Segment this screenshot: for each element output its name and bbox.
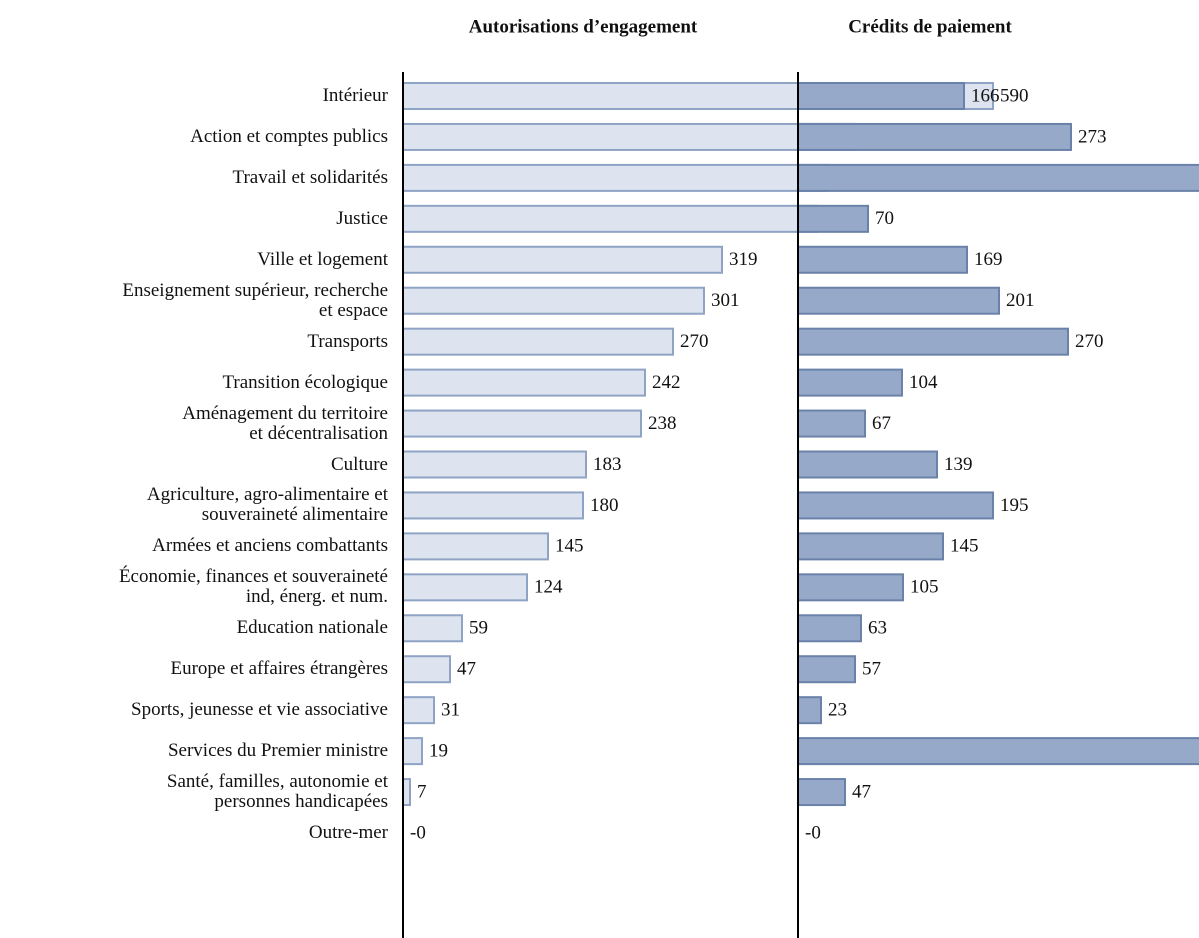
bar <box>402 327 674 356</box>
bar <box>402 450 587 479</box>
value-label: -0 <box>805 822 821 843</box>
value-label: 105 <box>910 577 939 598</box>
bar <box>402 409 642 438</box>
value-label: 180 <box>590 495 619 516</box>
bar <box>797 573 904 602</box>
bar <box>797 327 1069 356</box>
value-label: 270 <box>1075 331 1104 352</box>
bar <box>402 163 830 192</box>
value-label: 169 <box>974 249 1003 270</box>
bar <box>797 696 822 725</box>
category-label: Intérieur <box>322 85 388 106</box>
category-label: Services du Premier ministre <box>167 740 388 762</box>
value-label: 270 <box>680 331 709 352</box>
category-label: Outre-mer <box>308 822 388 843</box>
category-label: Sports, jeunesse et vie associative <box>131 699 388 721</box>
value-label: 47 <box>852 781 871 802</box>
value-label: 590 <box>1000 85 1029 106</box>
value-label: 70 <box>875 208 894 229</box>
value-label: 145 <box>950 536 979 557</box>
bar <box>402 286 705 315</box>
category-label: Transports <box>307 330 388 352</box>
legend-title: Autorisations d’engagement <box>469 16 698 37</box>
value-label: 201 <box>1006 290 1035 311</box>
value-label: 19 <box>429 740 448 761</box>
value-label: 139 <box>944 454 973 475</box>
value-label: 183 <box>593 454 622 475</box>
bar <box>797 82 965 110</box>
bar <box>402 778 411 807</box>
category-label: Aménagement du territoire et décentralis… <box>182 402 388 444</box>
bar <box>402 122 856 151</box>
value-label: 242 <box>652 372 681 393</box>
bar <box>402 573 528 602</box>
category-label: Education nationale <box>236 617 388 639</box>
value-label: 238 <box>648 413 677 434</box>
bar <box>402 655 451 684</box>
bar <box>797 286 1000 315</box>
value-label: 195 <box>1000 495 1029 516</box>
value-label: 59 <box>469 618 488 639</box>
value-label: 47 <box>457 659 476 680</box>
value-label: 319 <box>729 249 758 270</box>
category-label: Travail et solidarités <box>232 166 389 188</box>
category-label: Action et comptes publics <box>190 125 388 147</box>
bar <box>402 204 818 233</box>
bar <box>797 409 866 438</box>
value-label: 7 <box>417 781 427 802</box>
bar <box>797 368 903 397</box>
category-label: Ville et logement <box>257 248 388 270</box>
value-label: 31 <box>441 700 460 721</box>
bar <box>797 122 1072 151</box>
category-label: Transition écologique <box>222 371 388 393</box>
category-label: Europe et affaires étrangères <box>170 658 389 680</box>
category-label: Armées et anciens combattants <box>152 535 388 557</box>
category-label: Économie, finances et souveraineté ind, … <box>118 566 388 608</box>
value-label: 104 <box>909 372 938 393</box>
value-label: 301 <box>711 290 740 311</box>
value-label: 273 <box>1078 126 1107 147</box>
value-label: 124 <box>534 577 563 598</box>
bar <box>797 491 994 520</box>
bar <box>797 450 938 479</box>
value-label: 63 <box>868 618 887 639</box>
bar <box>402 696 435 725</box>
value-label: 23 <box>828 700 847 721</box>
bar <box>797 655 856 684</box>
bar <box>402 245 723 274</box>
bar <box>797 245 968 274</box>
bar <box>402 614 463 643</box>
bar <box>402 368 646 397</box>
bar <box>797 737 1199 766</box>
value-label: 67 <box>872 413 891 434</box>
category-label: Enseignement supérieur, recherche et esp… <box>122 279 388 321</box>
category-label: Culture <box>331 453 388 475</box>
value-label: 166 <box>971 85 1000 106</box>
value-label: 145 <box>555 536 584 557</box>
category-label: Santé, familles, autonomie et personnes … <box>166 771 388 813</box>
bar <box>402 532 549 561</box>
bar <box>797 532 944 561</box>
legend-title: Crédits de paiement <box>848 16 1012 37</box>
category-label: Justice <box>336 207 388 229</box>
bar <box>797 163 1199 192</box>
category-label: Agriculture, agro-alimentaire et souvera… <box>146 484 388 526</box>
bar <box>797 204 869 233</box>
bar <box>402 737 423 766</box>
bar <box>797 778 846 807</box>
value-label: 57 <box>862 659 881 680</box>
value-label: -0 <box>410 822 426 843</box>
bar <box>797 614 862 643</box>
bar <box>402 491 584 520</box>
